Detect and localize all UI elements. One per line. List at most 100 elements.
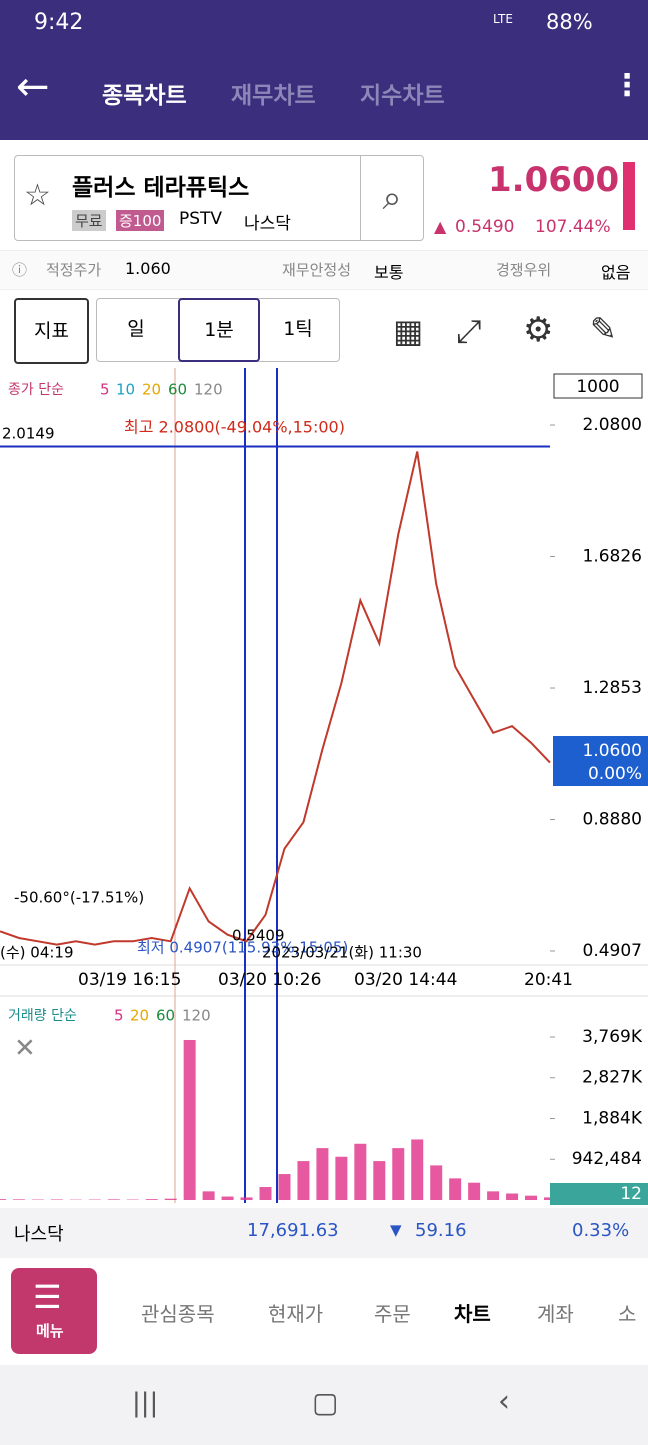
back-button[interactable]: ← (16, 64, 50, 110)
index-value: 17,691.63 (247, 1220, 339, 1241)
settings-button[interactable]: ⚙ (523, 310, 554, 350)
current-price: 1.0600 (583, 741, 642, 761)
high-note: 최고 2.0800(-49.04%,15:00) (124, 418, 345, 437)
recents-button[interactable]: ||| (132, 1388, 159, 1418)
legend-ma: 120 (194, 381, 223, 399)
badge: 증100 (116, 210, 165, 231)
price: 1.0600 (488, 160, 620, 200)
more-button[interactable]: ⋮ (612, 68, 642, 103)
menu-label: 메뉴 (36, 1322, 64, 1340)
legend: 거래량 단순 (8, 1008, 77, 1024)
index-bar (0, 1208, 648, 1258)
volume-bar (525, 1195, 538, 1200)
x-tick-label: 03/20 14:44 (354, 970, 457, 990)
chart: 2.0800 1.6826 1.2853 0.8880 0.4907 1000 종가 단순 5… (0, 368, 648, 1205)
tab[interactable]: 종목차트 (102, 83, 187, 109)
layout-button[interactable]: ▦ (393, 312, 424, 350)
volume-bar (0, 1199, 6, 1200)
nav-tab[interactable]: 차트 (454, 1302, 491, 1326)
volume-bar (354, 1143, 367, 1200)
market: 나스닥 (244, 214, 291, 234)
indicator-button[interactable]: 지표 (14, 298, 89, 364)
volume-bar (107, 1199, 120, 1200)
network: LTE (493, 12, 513, 26)
menu-icon: ☰ (33, 1278, 62, 1316)
volume-bar (240, 1197, 253, 1200)
current-volume-box (550, 1183, 648, 1205)
y-tick-label: 942,484 (572, 1149, 642, 1169)
tools-button[interactable]: ✎ (590, 310, 617, 348)
volume-bar (411, 1139, 424, 1200)
y-tick-label: 3,769K (582, 1027, 643, 1047)
nav-tab[interactable]: 계좌 (537, 1302, 574, 1326)
x-tick-label: 20:41 (524, 970, 573, 990)
volume-bar (392, 1148, 405, 1200)
low-note: 최저 0.4907(115.93%,15:05) (137, 939, 348, 957)
volume-bar (430, 1165, 443, 1200)
change: 0.5490 (455, 217, 515, 237)
legend: 종가 단순 (8, 382, 64, 398)
y-tick-label: 1.6826 (583, 547, 642, 567)
price-line (0, 451, 551, 946)
clock: 9:42 (34, 10, 84, 35)
change-pct: 107.44% (535, 217, 611, 237)
y-tick-label: 2.0800 (583, 415, 642, 435)
volume-bar (335, 1156, 348, 1200)
search-button[interactable]: ⌕ (360, 155, 423, 241)
crosshair-low: 0.5409 (232, 927, 285, 945)
x-tick-label: 03/20 10:26 (218, 970, 321, 990)
info-value: 1.060 (125, 259, 171, 278)
volume-bar (145, 1199, 158, 1200)
y-tick-label: 2,827K (582, 1068, 643, 1088)
volume-bar (50, 1199, 63, 1200)
volume-bar (278, 1174, 291, 1200)
badge: 무료 (72, 210, 106, 231)
x-tick-label: 03/19 16:15 (78, 970, 181, 990)
volume-bar (221, 1196, 234, 1200)
nav-tab[interactable]: 관심종목 (141, 1302, 215, 1326)
nav-tab[interactable]: 소 (618, 1302, 637, 1326)
current-change: 0.00% (588, 764, 642, 784)
scale-label: 1000 (576, 377, 619, 397)
close-icon: ✕ (14, 1034, 36, 1064)
home-button[interactable]: ▢ (312, 1386, 339, 1419)
volume-bar (373, 1161, 386, 1200)
menu-button[interactable] (11, 1268, 97, 1354)
volume-bar (259, 1187, 272, 1200)
legend-ma: 10 (116, 381, 135, 399)
legend-ma: 120 (182, 1007, 211, 1025)
stock-card[interactable] (14, 155, 424, 241)
change-arrow: ▲ (434, 217, 447, 236)
volume-bar (164, 1198, 177, 1200)
volume-bar (297, 1161, 310, 1200)
info-label: 재무안정성 (282, 261, 352, 279)
crosshair-date: 2023/03/21(화) 11:30 (262, 944, 422, 962)
y-tick-label: 0.8880 (583, 810, 642, 830)
volume-bar (12, 1199, 25, 1200)
volume-bar (449, 1178, 462, 1200)
app-header (0, 0, 648, 140)
fullscreen-button[interactable]: ⤢ (456, 312, 482, 350)
nav-tab[interactable]: 현재가 (268, 1302, 324, 1326)
scale-box (553, 373, 643, 399)
volume-bar (468, 1182, 481, 1200)
y-tick-label: 1,884K (582, 1109, 643, 1129)
nav-tab[interactable]: 주문 (374, 1302, 411, 1326)
legend-ma: 20 (142, 381, 161, 399)
back-nav-button[interactable]: ‹ (498, 1384, 510, 1419)
period-button[interactable]: 1분 (178, 298, 260, 362)
index-name: 나스닥 (14, 1224, 64, 1245)
tab[interactable]: 재무차트 (231, 83, 316, 109)
tab[interactable]: 지수차트 (360, 83, 445, 109)
y-tick-label: 0.4907 (583, 941, 642, 961)
index-pct: 0.33% (572, 1220, 630, 1241)
stock-name: 플러스 테라퓨틱스 (72, 175, 250, 201)
period-button[interactable]: 1틱 (283, 318, 313, 340)
info-label: 경쟁우위 (496, 261, 552, 279)
help-icon[interactable]: ⓘ (12, 261, 28, 279)
volume-bar (316, 1148, 329, 1200)
ticker: PSTV (179, 209, 223, 229)
period-button[interactable]: 일 (127, 318, 145, 340)
favorite-star[interactable]: ☆ (24, 178, 51, 213)
